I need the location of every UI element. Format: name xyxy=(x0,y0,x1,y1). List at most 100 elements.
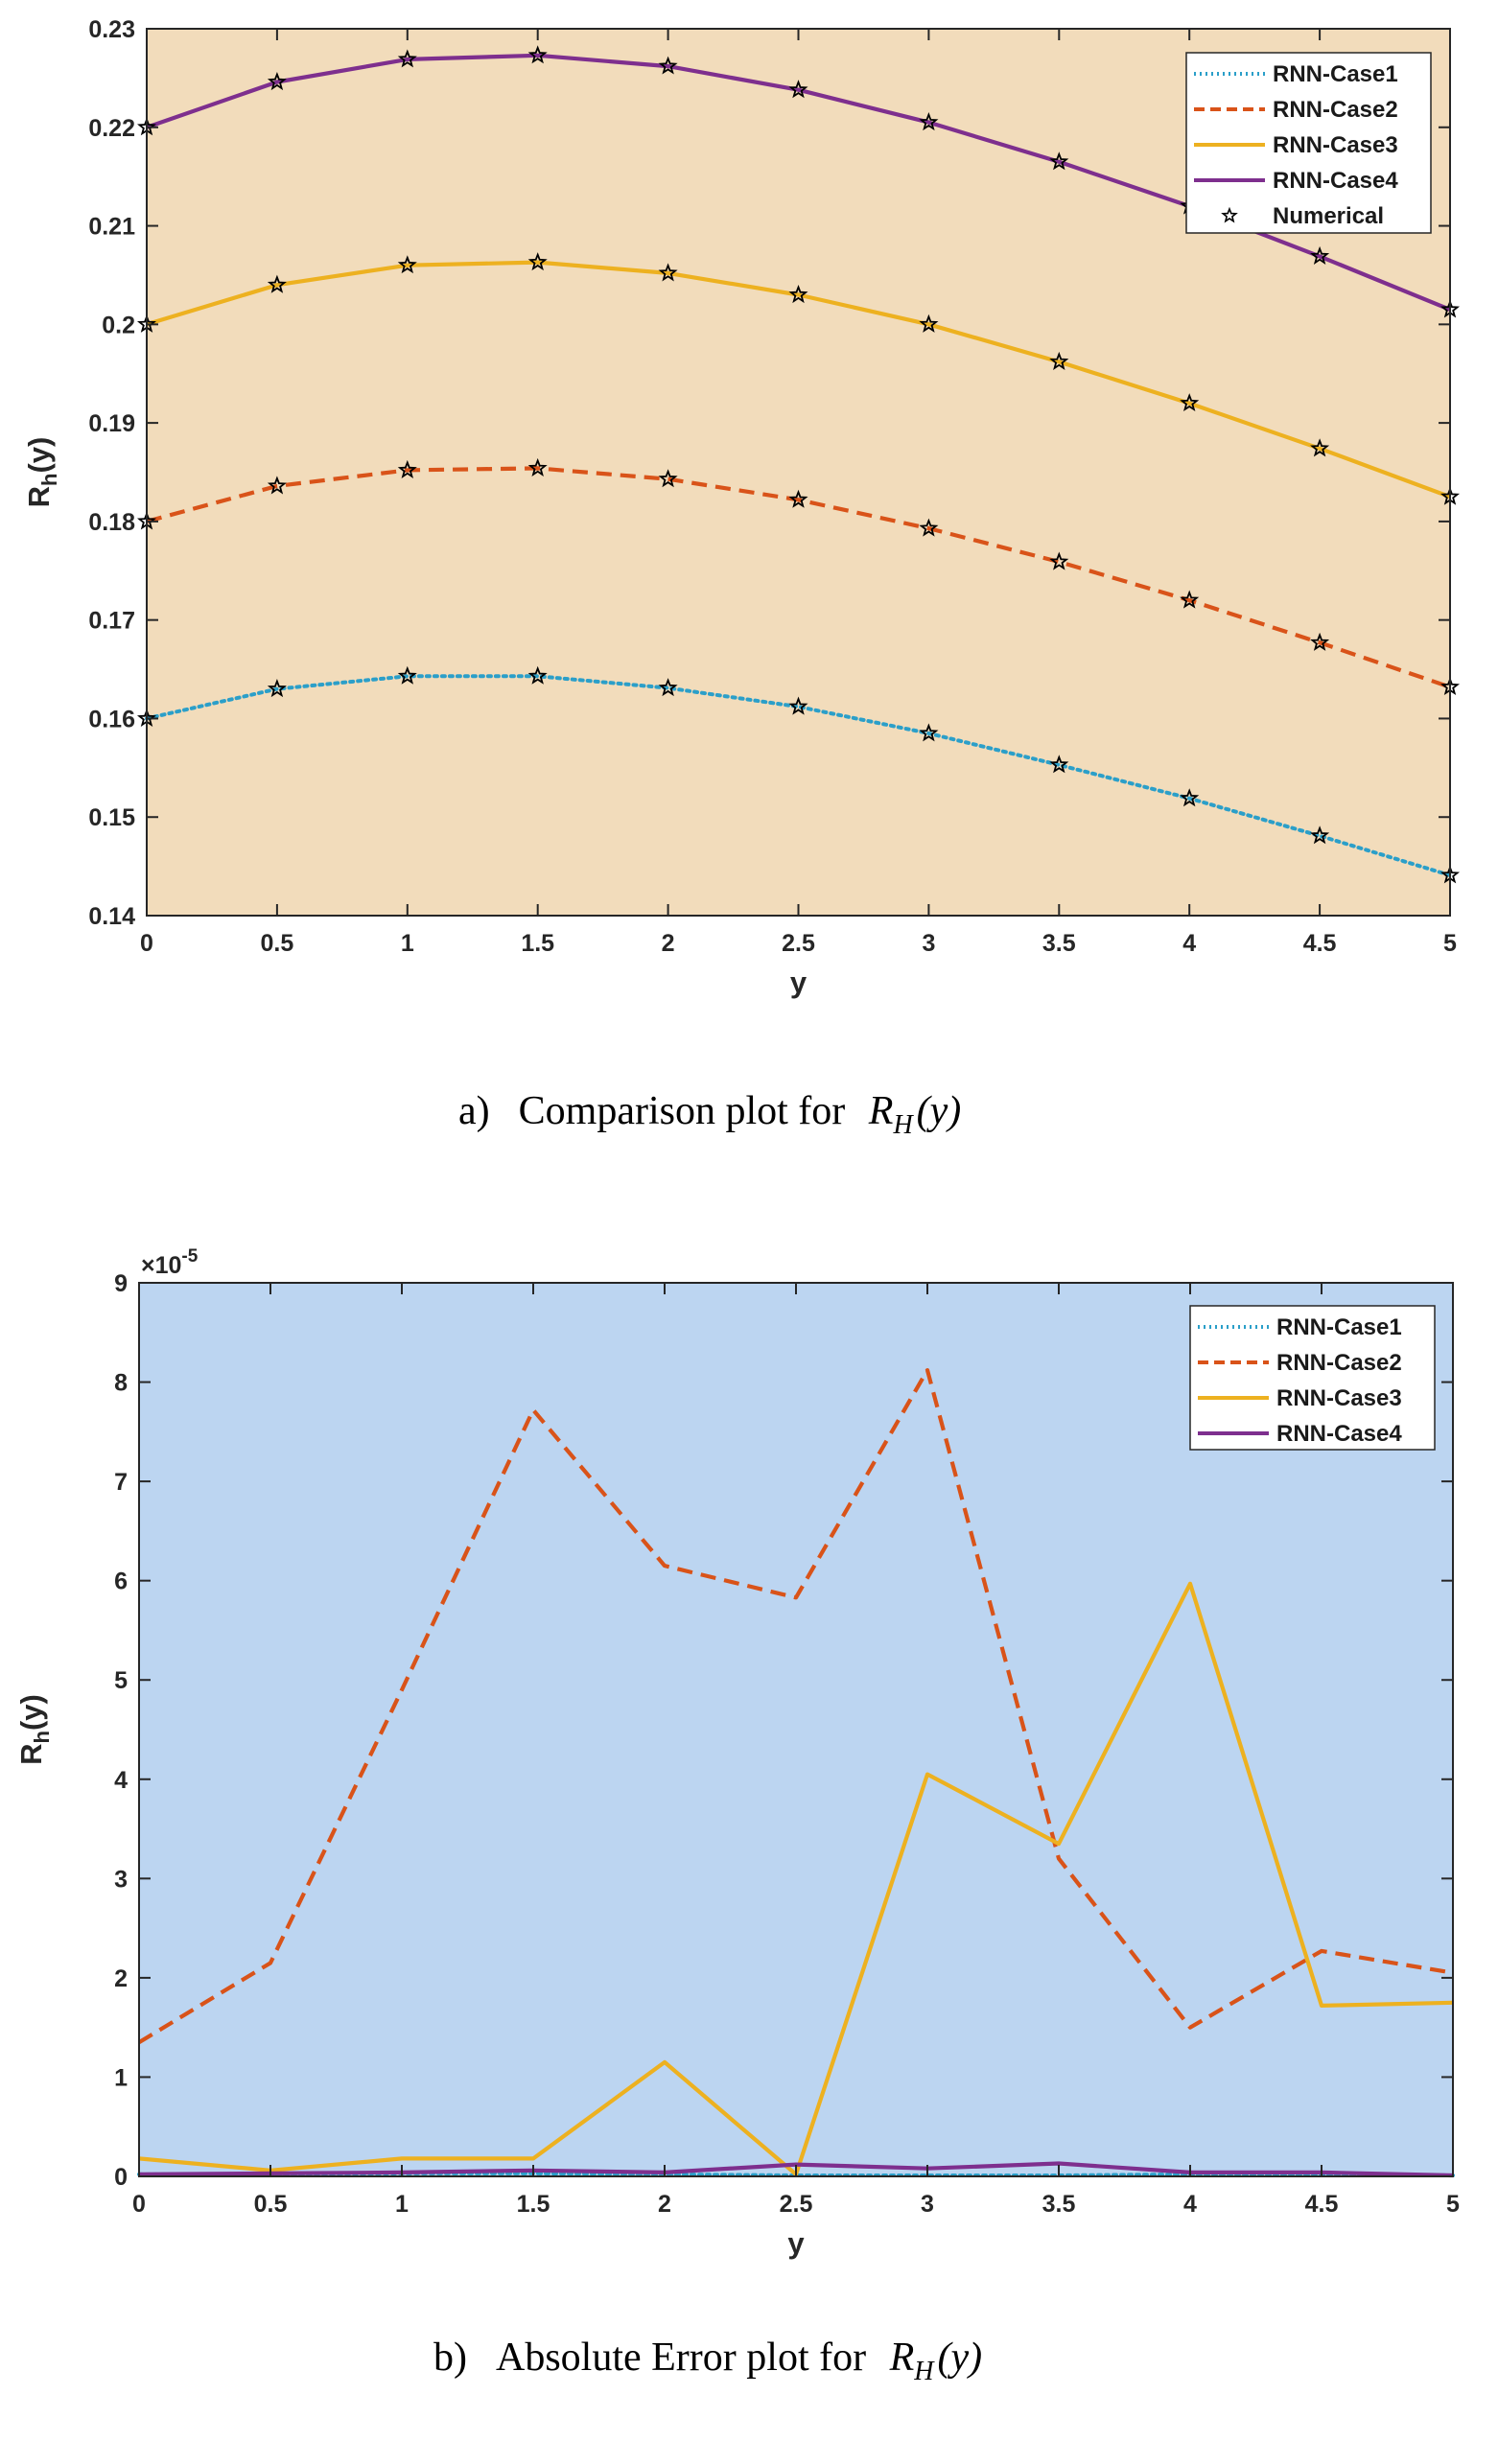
comparison-x-tick-label: 5 xyxy=(1443,930,1457,957)
comparison-y-tick-label: 0.21 xyxy=(88,214,135,241)
comparison-x-tick-label: 3 xyxy=(922,930,935,957)
comparison-numerical-marker xyxy=(527,665,548,685)
comparison-numerical-marker xyxy=(267,71,287,91)
error-y-axis-label-sub: h xyxy=(30,1731,54,1743)
comparison-chart: 0 0.5 1 1.5 2 2.5 3 3.5 4 4.5 5 0.14 0.15 0.16 0.17 0.1… xyxy=(22,16,1461,999)
caption-a-arg: (y) xyxy=(917,1089,962,1133)
comparison-series-line-rnn-case3 xyxy=(146,260,1451,500)
comparison-numerical-marker xyxy=(1049,351,1069,370)
comparison-legend-label-rnn-case4: RNN-Case4 xyxy=(1273,168,1398,194)
comparison-x-tick-label: 2 xyxy=(662,930,675,957)
comparison-y-tick-label: 0.15 xyxy=(88,804,135,831)
comparison-numerical-marker xyxy=(1049,151,1069,171)
comparison-legend-label-rnn-case3: RNN-Case3 xyxy=(1273,132,1398,158)
comparison-numerical-marker xyxy=(1310,825,1330,845)
comparison-series-line-rnn-case1 xyxy=(145,674,1452,877)
comparison-numerical-marker xyxy=(1180,590,1200,609)
comparison-x-tick-label: 4.5 xyxy=(1303,930,1337,957)
error-axes: 0 0.5 1 1.5 2 2.5 3 3.5 4 4.5 5 0 1 2 3 4 5 6 7 8 9 xyxy=(114,1270,1460,2218)
caption-b-symbol: R xyxy=(889,2336,915,2380)
error-y-tick-label: 2 xyxy=(114,1965,128,1992)
error-y-tick-label: 8 xyxy=(114,1370,128,1397)
caption-a-prefix: a) xyxy=(458,1089,490,1133)
comparison-numerical-marker xyxy=(267,274,287,293)
comparison-numerical-marker xyxy=(788,489,808,508)
comparison-y-tick-label: 0.17 xyxy=(88,608,135,635)
comparison-numerical-marker xyxy=(658,263,678,282)
comparison-y-axis-label-main: R xyxy=(22,486,56,507)
error-legend-label-rnn-case3: RNN-Case3 xyxy=(1276,1385,1402,1411)
comparison-y-tick-label: 0.19 xyxy=(88,410,135,437)
comparison-axes: 0 0.5 1 1.5 2 2.5 3 3.5 4 4.5 5 0.14 0.15 0.16 0.17 0.1… xyxy=(88,16,1457,957)
comparison-numerical-marker xyxy=(397,459,417,478)
error-y-tick-label: 4 xyxy=(114,1767,128,1794)
comparison-numerical-marker xyxy=(1180,393,1200,412)
comparison-numerical-marker xyxy=(788,80,808,99)
error-y-tick-label: 1 xyxy=(114,2064,128,2091)
comparison-y-axis-label-arg: (y) xyxy=(22,437,56,474)
caption-b-sub: H xyxy=(913,2357,935,2386)
comparison-x-tick-label: 0 xyxy=(140,930,153,957)
error-x-axis-label: y xyxy=(787,2226,805,2260)
comparison-numerical-marker xyxy=(397,49,417,68)
error-y-tick-label: 6 xyxy=(114,1569,128,1595)
comparison-legend: RNN-Case1 RNN-Case2 RNN-Case3 RNN-Case4 Nume… xyxy=(1185,52,1432,234)
error-x-tick-label: 3.5 xyxy=(1042,2191,1076,2218)
caption-b-prefix: b) xyxy=(433,2336,467,2380)
error-series-line-rnn-case2 xyxy=(137,1367,1454,2044)
comparison-numerical-marker xyxy=(658,678,678,697)
comparison-x-tick-label: 1 xyxy=(401,930,414,957)
error-x-tick-label: 3 xyxy=(921,2191,934,2218)
error-x-tick-label: 0 xyxy=(132,2191,146,2218)
comparison-numerical-marker xyxy=(267,679,287,698)
comparison-numerical-marker xyxy=(1310,245,1330,265)
comparison-x-tick-label: 2.5 xyxy=(782,930,815,957)
comparison-numerical-marker xyxy=(658,56,678,75)
error-y-axis-label-main: R xyxy=(14,1743,48,1764)
error-y-exponent-base: ×10 xyxy=(141,1252,181,1279)
comparison-numerical-marker xyxy=(788,696,808,715)
comparison-y-tick-label: 0.2 xyxy=(102,312,135,338)
comparison-numerical-marker xyxy=(919,723,939,742)
comparison-y-axis-label-sub: h xyxy=(37,474,61,486)
error-y-tick-label: 0 xyxy=(114,2164,128,2191)
error-legend-label-rnn-case2: RNN-Case2 xyxy=(1276,1350,1402,1376)
error-series-line-rnn-case4 xyxy=(138,2161,1454,2178)
comparison-y-axis-label: Rh(y) xyxy=(22,437,61,508)
caption-a-symbol: R xyxy=(868,1089,894,1133)
comparison-numerical-marker xyxy=(1310,438,1330,457)
comparison-numerical-marker xyxy=(1049,551,1069,570)
comparison-y-tick-label: 0.18 xyxy=(88,509,135,536)
caption-b-text: Absolute Error plot for xyxy=(496,2336,877,2380)
error-x-tick-label: 2.5 xyxy=(780,2191,813,2218)
comparison-numerical-marker xyxy=(527,457,548,477)
error-x-tick-label: 1.5 xyxy=(517,2191,550,2218)
error-legend: RNN-Case1 RNN-Case2 RNN-Case3 RNN-Case4 xyxy=(1189,1305,1436,1451)
error-x-tick-label: 2 xyxy=(658,2191,671,2218)
error-legend-label-rnn-case4: RNN-Case4 xyxy=(1276,1421,1402,1447)
error-y-tick-label: 3 xyxy=(114,1866,128,1893)
comparison-legend-swatch-numerical xyxy=(1221,206,1238,223)
error-y-axis-label-arg: (y) xyxy=(14,1694,48,1731)
error-x-tick-label: 0.5 xyxy=(254,2191,288,2218)
error-legend-label-rnn-case1: RNN-Case1 xyxy=(1276,1314,1402,1340)
comparison-numerical-marker xyxy=(527,45,548,64)
caption-b-arg: (y) xyxy=(937,2336,982,2380)
comparison-numerical-marker xyxy=(919,314,939,333)
comparison-numerical-marker xyxy=(1310,632,1330,651)
comparison-numerical-marker xyxy=(527,252,548,271)
comparison-y-tick-label: 0.22 xyxy=(88,115,135,142)
error-x-tick-label: 5 xyxy=(1446,2191,1460,2218)
comparison-numerical-marker xyxy=(267,476,287,495)
error-x-tick-label: 4 xyxy=(1183,2191,1197,2218)
comparison-y-tick-label: 0.14 xyxy=(88,903,135,930)
comparison-y-tick-label: 0.23 xyxy=(88,16,135,43)
comparison-numerical-marker xyxy=(658,469,678,488)
comparison-numerical-marker xyxy=(397,665,417,685)
comparison-numerical-marker xyxy=(919,112,939,131)
caption-b: b) Absolute Error plot for RH(y) xyxy=(433,2336,982,2386)
comparison-numerical-marker xyxy=(1180,788,1200,807)
caption-a-text: Comparison plot for xyxy=(519,1089,855,1133)
